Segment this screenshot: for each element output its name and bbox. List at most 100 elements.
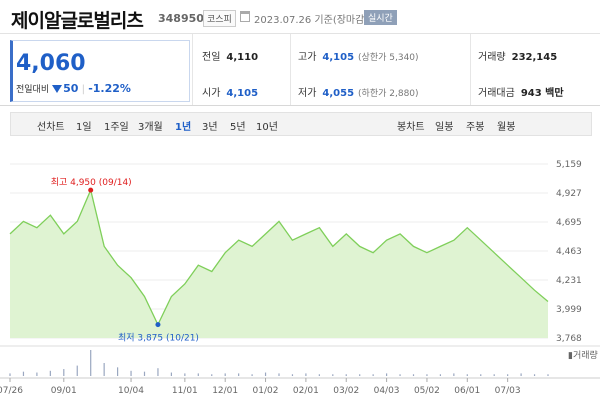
volume-bar — [264, 372, 267, 376]
y-tick-label: 5,159 — [556, 160, 582, 170]
price-summary: 4,060 전일대비 50 | -1.22% 전일 4,110 고가 4,105 (상한… — [0, 34, 600, 106]
x-tick-label: 03/02 — [333, 386, 359, 396]
price-area — [10, 190, 548, 338]
change-value: 50 — [63, 82, 79, 95]
trade-value: 943 백만 — [520, 88, 564, 99]
period-1w[interactable]: 1주일 — [104, 122, 129, 133]
change-row: 전일대비 50 | -1.22% — [16, 82, 131, 95]
high-annotation: 최고 4,950 (09/14) — [51, 177, 132, 188]
y-tick-label: 4,927 — [556, 189, 582, 199]
volume-bar — [63, 369, 65, 376]
candle-daily[interactable]: 일봉 — [435, 122, 454, 133]
volume-bar — [399, 374, 401, 376]
volume-bar — [439, 374, 441, 376]
volume-bar — [318, 374, 320, 376]
stock-name: 제이알글로벌리츠 — [11, 10, 144, 32]
volume-bar — [157, 368, 159, 376]
volume-bar — [90, 350, 92, 376]
calendar-icon — [240, 11, 250, 22]
candle-weekly[interactable]: 주봉 — [466, 122, 485, 133]
period-1y[interactable]: 1년 — [175, 122, 192, 133]
volume-value: 232,145 — [511, 52, 558, 63]
y-tick-label: 4,231 — [556, 276, 582, 286]
change-percent: -1.22% — [88, 82, 131, 95]
period-3m[interactable]: 3개월 — [138, 122, 163, 133]
volume-cell: 거래량 232,145 — [478, 48, 557, 63]
volume-bar — [507, 374, 509, 376]
x-tick-label: 07/03 — [495, 386, 521, 396]
volume-bar — [547, 374, 549, 376]
volume-bar — [466, 374, 468, 376]
upper-limit: (상한가 5,340) — [358, 53, 419, 63]
high-cell: 고가 4,105 (상한가 5,340) — [298, 48, 419, 63]
x-tick-label: 05/02 — [414, 386, 440, 396]
volume-bar — [36, 372, 38, 376]
volume-bar — [305, 373, 307, 376]
volume-bar — [130, 370, 132, 376]
price-line — [9, 188, 549, 327]
down-arrow-icon — [52, 85, 63, 93]
volume-bar — [345, 374, 347, 376]
x-tick-label: 12/01 — [212, 386, 238, 396]
as-of-date: 2023.07.26 기준(장마감) — [254, 15, 369, 26]
volume-bar — [412, 374, 415, 376]
volume-bar — [291, 374, 294, 376]
y-tick-label: 4,463 — [556, 247, 582, 257]
volume-bar — [493, 374, 495, 376]
line-chart-label: 선차트 — [37, 122, 65, 133]
stock-code: 348950 — [158, 12, 204, 25]
volume-bar — [170, 372, 172, 376]
prev-close-label: 전일 — [202, 52, 221, 63]
volume-bar — [238, 373, 240, 376]
period-1d[interactable]: 1일 — [76, 122, 92, 133]
current-price-box: 4,060 전일대비 50 | -1.22% — [10, 40, 190, 102]
prev-close-cell: 전일 4,110 — [202, 48, 258, 63]
x-tick-label: 04/03 — [374, 386, 400, 396]
low-label: 저가 — [298, 88, 317, 99]
volume-bar — [372, 374, 374, 376]
volume-bar — [143, 371, 146, 376]
period-5y[interactable]: 5년 — [230, 122, 246, 133]
x-tick-label: 10/04 — [118, 386, 144, 396]
candle-monthly[interactable]: 월봉 — [497, 122, 516, 133]
volume-bar — [480, 374, 482, 376]
stock-header: 제이알글로벌리츠 348950 코스피 2023.07.26 기준(장마감) 실… — [0, 0, 600, 34]
volume-bar — [332, 374, 334, 376]
volume-bar — [22, 371, 25, 376]
trade-value-label: 거래대금 — [478, 88, 515, 99]
period-3y[interactable]: 3년 — [202, 122, 218, 133]
volume-bar — [278, 373, 280, 376]
realtime-button[interactable]: 실시간 — [364, 10, 397, 25]
price-chart[interactable]: 5,159 4,927 4,695 4,463 4,231 3,999 3,768 최고 4,… — [0, 150, 600, 411]
market-badge: 코스피 — [203, 10, 236, 27]
volume-bar — [426, 374, 428, 376]
y-tick-label: 3,768 — [556, 334, 582, 344]
volume-bar — [224, 373, 226, 376]
low-point — [155, 322, 161, 328]
period-10y[interactable]: 10년 — [256, 122, 278, 133]
price-chart-svg: 5,159 4,927 4,695 4,463 4,231 3,999 3,768 최고 4,… — [0, 160, 600, 396]
volume-bar — [520, 373, 522, 376]
volume-bar — [359, 374, 361, 376]
current-price: 4,060 — [16, 51, 86, 76]
volume-bar — [211, 374, 213, 376]
volume-bar — [49, 370, 51, 376]
low-value: 4,055 — [322, 88, 355, 99]
volume-bar — [76, 365, 78, 376]
volume-bar — [533, 374, 536, 376]
y-tick-label: 3,999 — [556, 305, 582, 315]
trade-value-cell: 거래대금 943 백만 — [478, 84, 564, 99]
divider — [192, 34, 193, 105]
x-tick-label: 01/02 — [253, 386, 279, 396]
lower-limit: (하한가 2,880) — [358, 89, 419, 99]
high-label: 고가 — [298, 52, 317, 63]
open-value: 4,105 — [226, 88, 259, 99]
x-tick-label: 07/26 — [0, 386, 23, 396]
volume-bar — [103, 363, 105, 376]
period-selector: 선차트 1일 1주일 3개월 1년 3년 5년 10년 봉차트 일봉 주봉 월봉 — [10, 112, 592, 136]
x-tick-label: 11/01 — [172, 386, 198, 396]
x-tick-label: 09/01 — [51, 386, 77, 396]
volume-bar — [197, 373, 199, 376]
change-label: 전일대비 — [16, 85, 50, 95]
volume-bar — [386, 373, 388, 376]
